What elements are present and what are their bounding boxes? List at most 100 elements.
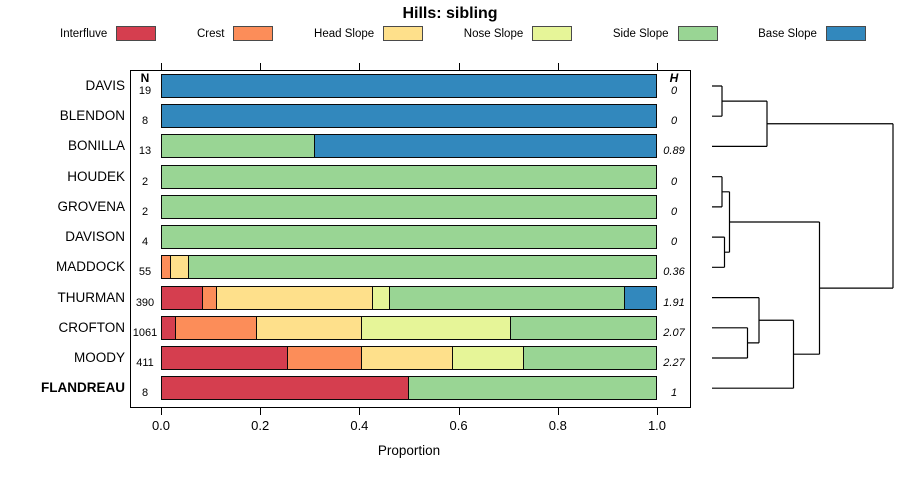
x-axis-tick (161, 63, 162, 70)
n-value: 19 (138, 85, 152, 97)
bar-segment (162, 105, 656, 128)
bar-segment (162, 75, 656, 97)
row-label: HOUDEK (67, 168, 125, 184)
h-value: 2.27 (663, 356, 685, 369)
h-value: 0.36 (663, 266, 685, 279)
h-value: 1 (670, 387, 678, 400)
bar-segment (203, 286, 218, 309)
n-column-header: N (140, 71, 150, 85)
n-value: 1061 (132, 326, 158, 339)
bar-segment (162, 195, 656, 218)
bar-segment (361, 346, 453, 369)
plot-frame (130, 70, 691, 408)
x-axis-tick (458, 408, 460, 415)
bar-segment (217, 286, 373, 309)
legend-item: Interfluve (60, 26, 157, 41)
legend-item: Head Slope (314, 26, 424, 41)
chart-title: Hills: sibling (402, 5, 498, 22)
row-label: BONILLA (67, 138, 125, 154)
legend-swatch (825, 26, 866, 41)
x-axis-tick (359, 63, 361, 70)
n-value: 55 (138, 266, 152, 279)
n-value: 390 (135, 296, 155, 309)
row-label: DAVIS (85, 78, 125, 93)
row-label: THURMAN (57, 289, 126, 305)
h-value: 1.91 (663, 296, 685, 309)
stacked-bar (161, 194, 657, 219)
bar-segment (315, 135, 656, 158)
bar-segment (288, 346, 362, 369)
row-label: MADDOCK (55, 259, 125, 275)
bar-segment (511, 316, 656, 339)
h-value: 0 (670, 115, 678, 128)
dendrogram-link (712, 85, 894, 389)
legend-swatch (677, 26, 718, 41)
bar-segment (256, 316, 362, 339)
h-value: 2.07 (663, 326, 685, 339)
legend-label: Crest (196, 27, 225, 40)
x-axis-tick (657, 63, 658, 70)
legend-label: Head Slope (314, 27, 375, 40)
legend-item: Base Slope (758, 26, 866, 41)
stacked-bar (161, 134, 657, 159)
legend-label: Side Slope (612, 27, 669, 40)
bar-segment (162, 377, 409, 400)
legend-label: Nose Slope (463, 27, 524, 40)
legend-swatch (233, 26, 274, 41)
legend-swatch (532, 26, 573, 41)
x-axis-tick-label: 0.6 (449, 418, 468, 433)
x-axis-tick (359, 408, 361, 415)
bar-segment (389, 286, 625, 309)
n-value: 4 (141, 236, 149, 249)
stacked-bar (161, 315, 657, 340)
row-label: MOODY (73, 349, 125, 365)
h-value: 0 (670, 85, 678, 97)
bar-segment (624, 286, 656, 309)
bar-segment (170, 256, 189, 279)
row-label: GROVENA (57, 198, 125, 214)
bar-segment (162, 135, 316, 158)
x-axis-tick (161, 408, 162, 415)
bar-segment (524, 346, 656, 369)
legend-item: Side Slope (613, 26, 718, 41)
stacked-bar (161, 255, 657, 280)
stacked-bar (161, 225, 657, 250)
row-label: CROFTON (58, 319, 126, 335)
bar-segment (175, 316, 257, 339)
n-value: 411 (136, 356, 154, 369)
x-axis-tick (458, 63, 460, 70)
n-value: 13 (138, 145, 152, 158)
stacked-bar (161, 345, 657, 370)
stacked-bar (161, 104, 657, 129)
n-value: 8 (141, 387, 149, 400)
stacked-bar (161, 376, 657, 401)
x-axis-tick (657, 408, 658, 415)
stacked-bar (161, 74, 657, 98)
legend-label: Interfluve (60, 27, 108, 40)
x-axis-tick (260, 408, 262, 415)
x-axis-tick-label: 0.0 (151, 418, 171, 433)
stacked-bar (161, 285, 657, 310)
h-column-header: H (669, 71, 679, 85)
stacked-bar (161, 164, 657, 189)
x-axis-tick-label: 0.2 (251, 418, 270, 433)
row-label: DAVISON (65, 229, 125, 245)
legend-swatch (116, 26, 157, 41)
x-axis-tick-label: 1.0 (647, 418, 667, 433)
bar-segment (361, 316, 512, 339)
bar-segment (188, 256, 656, 279)
n-value: 2 (141, 175, 149, 188)
h-value: 0 (670, 236, 678, 249)
legend-item: Nose Slope (463, 26, 573, 41)
row-label: BLENDON (59, 108, 125, 124)
bar-segment (372, 286, 390, 309)
row-label: FLANDREAU (41, 380, 125, 396)
n-value: 8 (141, 115, 149, 128)
n-value: 2 (141, 205, 149, 218)
x-axis-tick-label: 0.8 (548, 418, 567, 433)
bar-segment (162, 286, 204, 309)
legend-item: Crest (196, 26, 274, 41)
legend: Interfluve Crest Head Slope Nose Slope Side … (60, 26, 866, 41)
bar-segment (452, 346, 525, 369)
